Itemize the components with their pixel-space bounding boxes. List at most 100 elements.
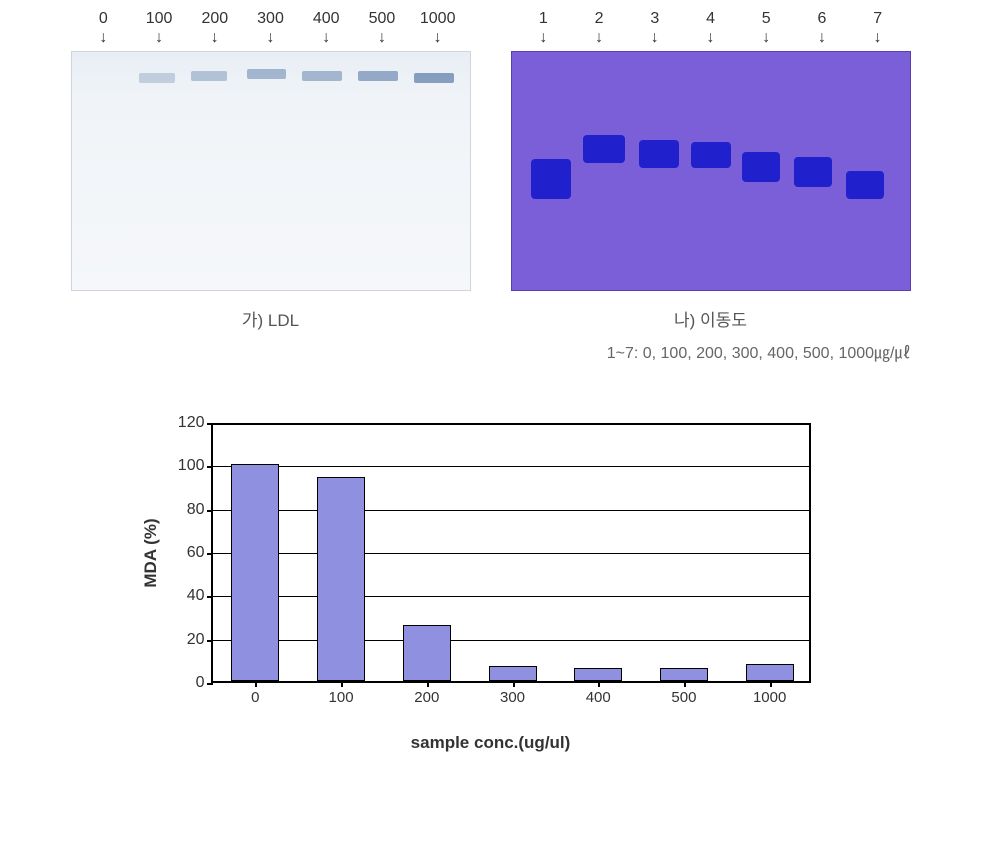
lane-label-text: 3: [650, 10, 659, 28]
ldl-band: [358, 71, 398, 81]
x-tick-mark: [341, 681, 343, 687]
lane-label-text: 1000: [420, 10, 456, 28]
lane-label: 100 ↓: [131, 10, 187, 46]
y-tick-mark: [207, 683, 213, 685]
mobility-band: [691, 142, 731, 168]
lane-label-text: 1: [539, 10, 548, 28]
arrow-down-icon: ↓: [651, 30, 659, 46]
lane-label-text: 5: [762, 10, 771, 28]
x-tick-label: 0: [251, 689, 259, 706]
chart-bar: [660, 668, 708, 681]
chart-container: MDA (%) 02040608010012001002003004005001…: [10, 403, 971, 753]
x-tick-label: 500: [671, 689, 696, 706]
x-tick-mark: [770, 681, 772, 687]
x-tick-label: 200: [414, 689, 439, 706]
grid-line: [213, 466, 809, 467]
lane-label-text: 100: [146, 10, 173, 28]
x-tick-label: 100: [329, 689, 354, 706]
lane-label: 400↓: [298, 10, 354, 46]
arrow-down-icon: ↓: [267, 30, 275, 46]
arrow-down-icon: ↓: [874, 30, 882, 46]
lane-label-text: 6: [818, 10, 827, 28]
y-tick-label: 80: [187, 501, 205, 519]
ldl-panel: 0↓100↓200↓300↓400↓500↓1000↓ 가) LDL: [71, 10, 471, 363]
y-tick-mark: [207, 640, 213, 642]
arrow-down-icon: ↓: [99, 30, 107, 46]
y-tick-mark: [207, 466, 213, 468]
ldl-band: [302, 71, 342, 81]
lane-label: 200↓: [187, 10, 243, 46]
lane-label: 500↓: [354, 10, 410, 46]
lane-label-text: 2: [595, 10, 604, 28]
lane-label: 7↓: [850, 10, 906, 46]
x-axis-label: sample conc.(ug/ul): [411, 733, 571, 753]
ldl-lane-labels: 0↓100↓200↓300↓400↓500↓1000↓: [71, 10, 471, 46]
y-tick-label: 60: [187, 544, 205, 562]
lane-label: 5↓: [738, 10, 794, 46]
chart-bar: [231, 464, 279, 681]
x-tick-mark: [427, 681, 429, 687]
y-tick-label: 120: [178, 414, 205, 432]
arrow-down-icon: ↓: [762, 30, 770, 46]
arrow-down-icon: ↓: [378, 30, 386, 46]
lane-label: 0↓: [76, 10, 132, 46]
chart-bar: [489, 666, 537, 681]
y-axis-label: MDA (%): [141, 518, 161, 587]
lane-label-text: 4: [706, 10, 715, 28]
mobility-lane-labels: 1↓2↓3↓4↓5↓6↓7↓: [511, 10, 911, 46]
mobility-gel-image: [511, 51, 911, 291]
x-tick-label: 1000: [753, 689, 786, 706]
y-tick-mark: [207, 553, 213, 555]
ldl-band: [247, 69, 287, 79]
lane-label: 300 ↓: [243, 10, 299, 46]
lane-label: 1↓: [516, 10, 572, 46]
y-tick-mark: [207, 423, 213, 425]
ldl-band: [139, 73, 175, 83]
chart-plot-area: 02040608010012001002003004005001000: [211, 423, 811, 683]
lane-label: 6↓: [794, 10, 850, 46]
grid-line: [213, 640, 809, 641]
y-tick-label: 20: [187, 631, 205, 649]
lane-label-text: 400: [313, 10, 340, 28]
arrow-down-icon: ↓: [434, 30, 442, 46]
mobility-band: [639, 140, 679, 168]
mobility-band: [794, 157, 832, 187]
ldl-band: [191, 71, 227, 81]
mobility-caption: 나) 이동도: [674, 306, 747, 331]
lane-label: 3↓: [627, 10, 683, 46]
y-tick-mark: [207, 510, 213, 512]
mda-chart: MDA (%) 02040608010012001002003004005001…: [131, 403, 851, 753]
x-tick-label: 400: [586, 689, 611, 706]
lane-label-text: 7: [873, 10, 882, 28]
grid-line: [213, 510, 809, 511]
x-tick-mark: [255, 681, 257, 687]
mobility-band: [583, 135, 625, 163]
lane-label: 4↓: [683, 10, 739, 46]
y-tick-label: 0: [196, 674, 205, 692]
mobility-band: [531, 159, 571, 199]
grid-line: [213, 423, 809, 424]
arrow-down-icon: ↓: [539, 30, 547, 46]
grid-line: [213, 596, 809, 597]
lane-label-text: 200: [201, 10, 228, 28]
arrow-down-icon: ↓: [595, 30, 603, 46]
lane-label-text: 0: [99, 10, 108, 28]
x-tick-mark: [684, 681, 686, 687]
mobility-band: [742, 152, 780, 182]
grid-line: [213, 553, 809, 554]
chart-bar: [317, 477, 365, 681]
chart-bar: [403, 625, 451, 681]
arrow-down-icon: ↓: [155, 30, 163, 46]
ldl-gel-image: [71, 51, 471, 291]
y-tick-label: 100: [178, 457, 205, 475]
lane-label-text: 300: [257, 10, 284, 28]
mobility-band: [846, 171, 884, 199]
top-panels: 0↓100↓200↓300↓400↓500↓1000↓ 가) LDL 1↓2↓3…: [10, 10, 971, 363]
x-tick-mark: [598, 681, 600, 687]
y-tick-mark: [207, 596, 213, 598]
mobility-panel: 1↓2↓3↓4↓5↓6↓7↓ 나) 이동도 1~7: 0, 100, 200, …: [511, 10, 911, 363]
y-tick-label: 40: [187, 587, 205, 605]
chart-bar: [746, 664, 794, 681]
x-tick-mark: [513, 681, 515, 687]
x-tick-label: 300: [500, 689, 525, 706]
